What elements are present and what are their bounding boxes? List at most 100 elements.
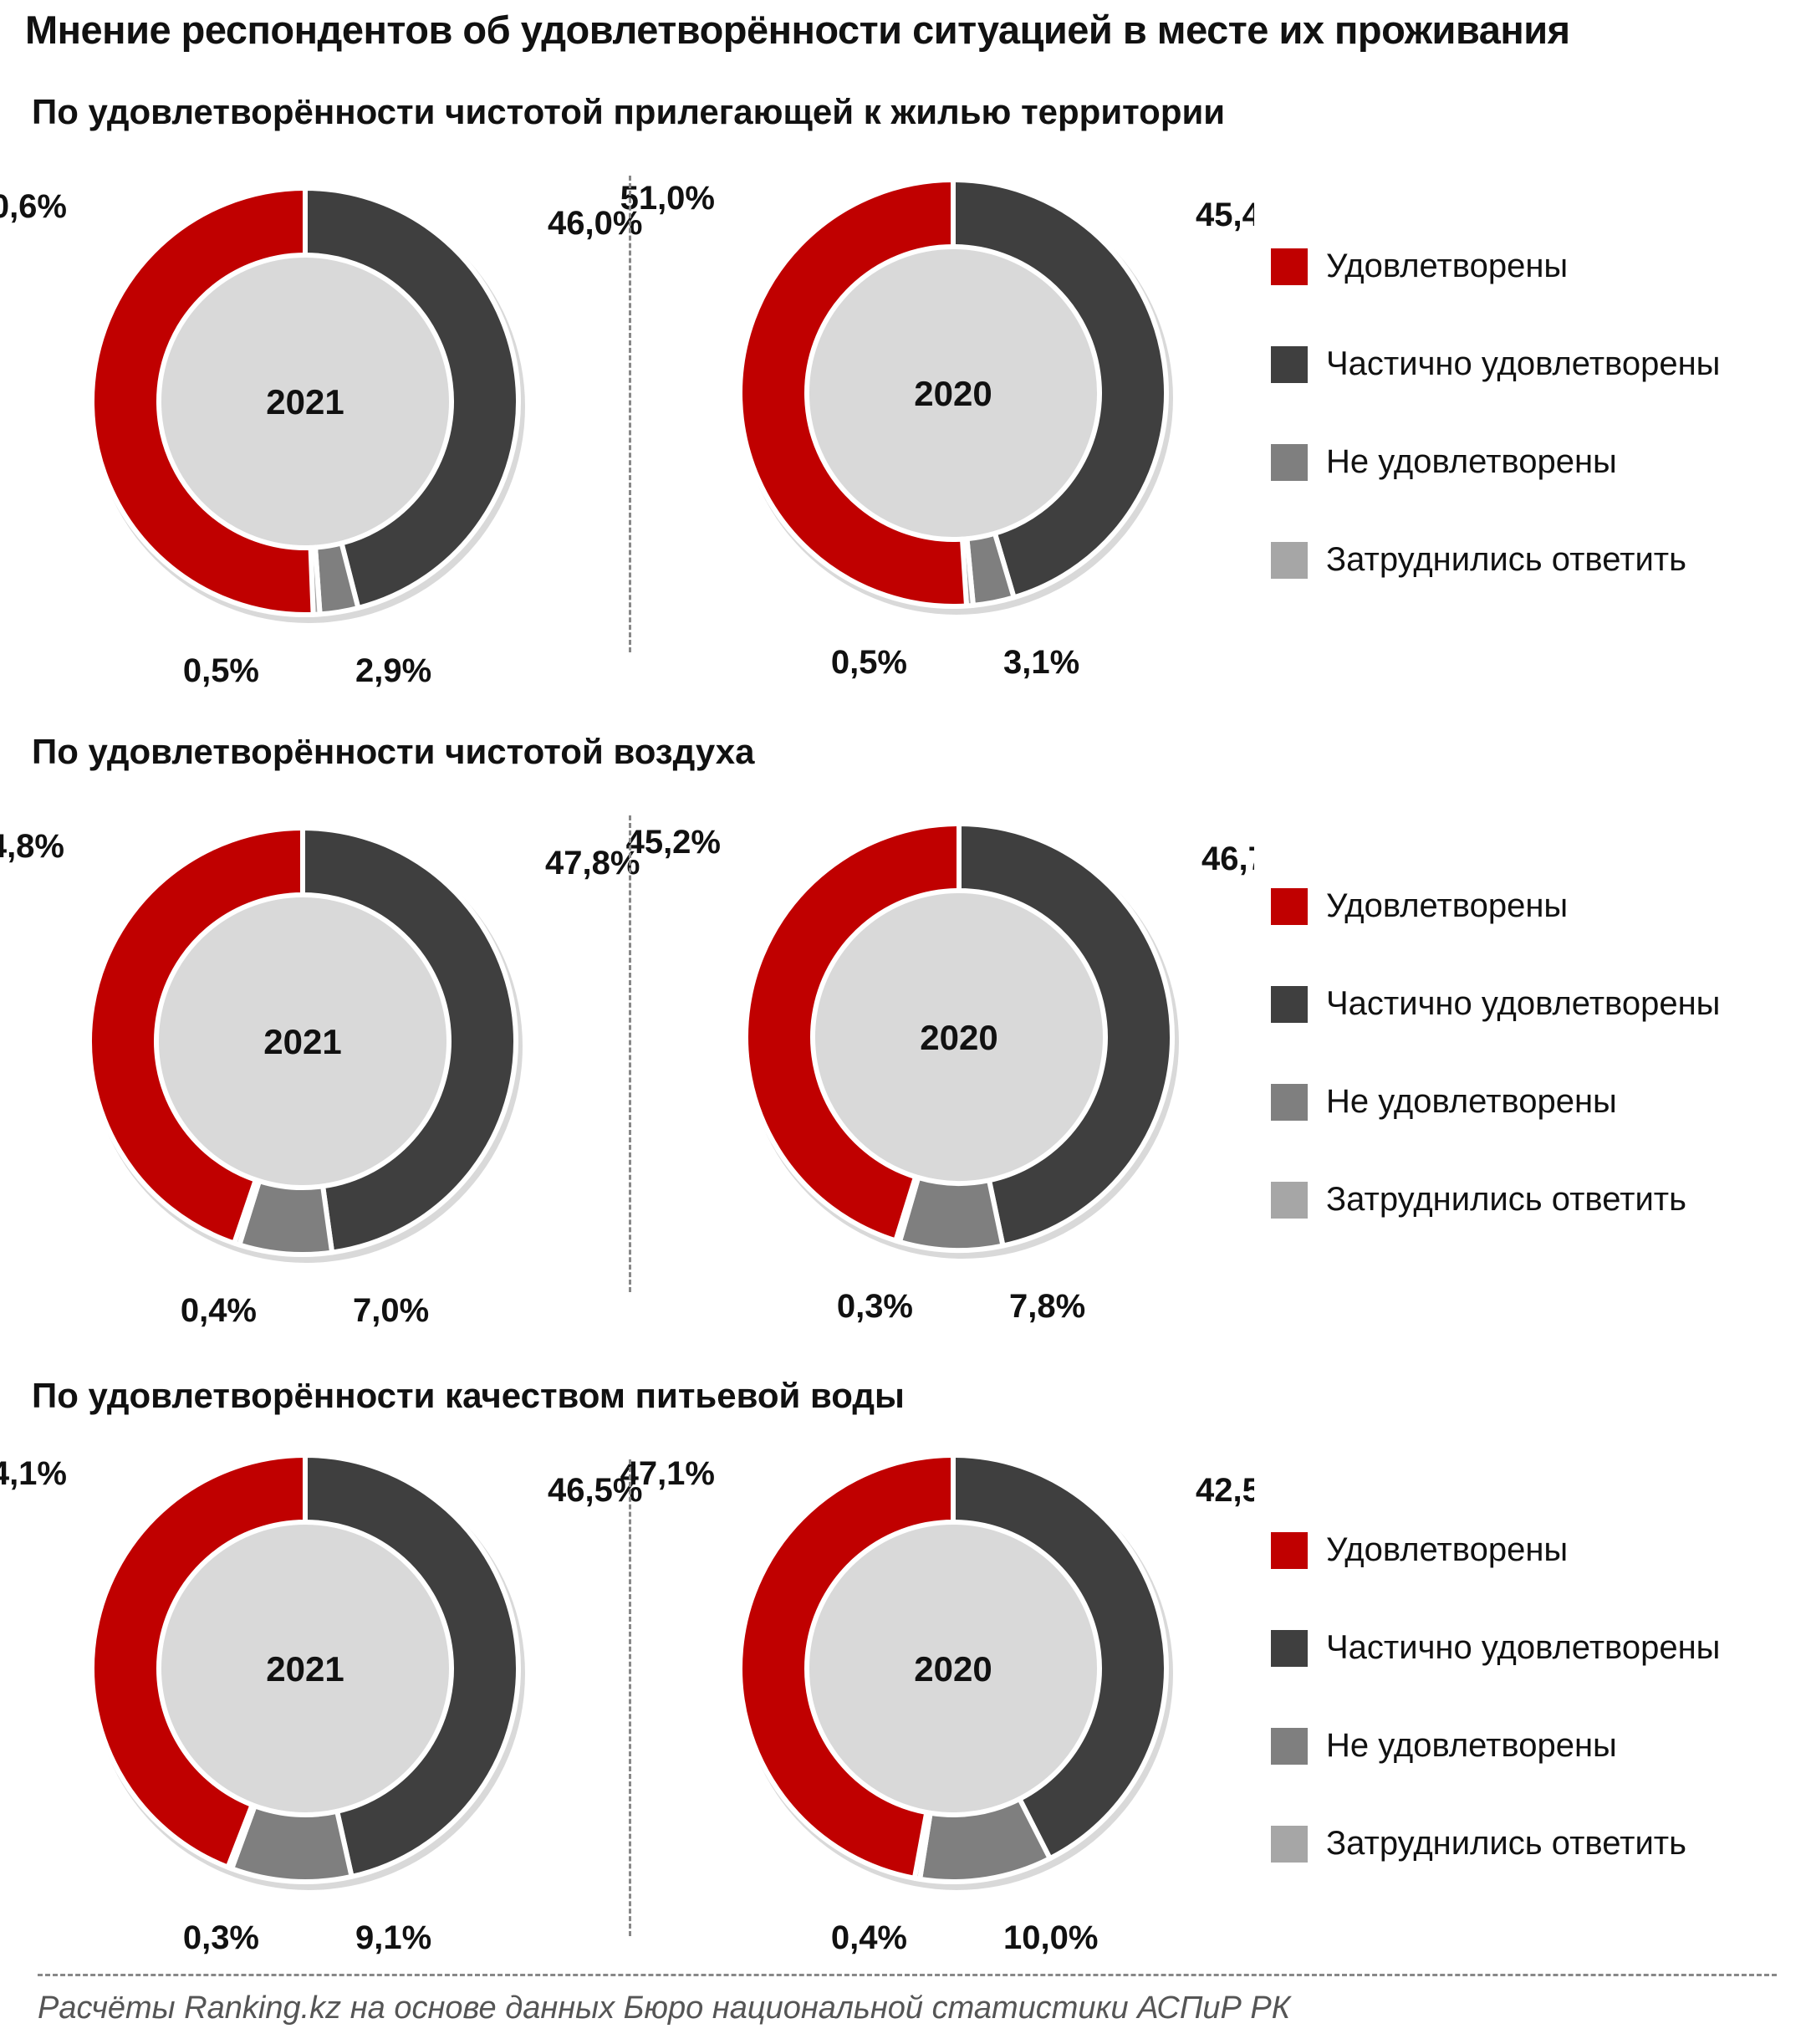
label-partially: 42,5% [1196,1472,1254,1509]
section-title: По удовлетворённости чистотой прилегающе… [32,92,1226,131]
legend-item-partially: Частично удовлетворены [1271,1599,1720,1697]
legend-swatch [1271,1083,1308,1121]
legend-swatch [1271,1727,1308,1765]
legend-label: Частично удовлетворены [1326,985,1721,1022]
label-hard-to-say: 0,5% [831,644,907,681]
source-note: Расчёты Ranking.kz на основе данных Бюро… [38,1990,1291,2026]
label-partially: 47,8% [545,845,640,881]
legend-swatch [1271,345,1308,383]
label-not-satisfied: 7,0% [353,1292,429,1329]
label-hard-to-say: 0,3% [183,1919,259,1956]
legend-label: Частично удовлетворены [1326,1629,1721,1666]
center-year-label: 2020 [914,1649,992,1689]
legend-label: Затруднились ответить [1326,541,1686,578]
label-satisfied: 47,1% [620,1455,715,1492]
center-year-label: 2021 [266,382,344,422]
label-satisfied: 44,1% [0,1455,67,1492]
legend: Удовлетворены Частично удовлетворены Не … [1271,857,1720,1249]
slice-partially [303,186,521,611]
slice-satisfied [737,177,970,609]
legend-label: Удовлетворены [1326,248,1569,284]
donut-2020-territory: 2020 51,0% 45,4% 3,1% 0,5% [620,177,1254,681]
donut-charts-air: 2021 44,8% 47,8% 7,0% 0,4% 2020 45,2% 46,7% 7,8… [0,821,1254,1329]
section-territory: По удовлетворённости чистотой прилегающе… [0,92,1806,736]
slice-partially [300,825,518,1255]
legend-label: Не удовлетворены [1326,443,1617,480]
legend-swatch [1271,985,1308,1023]
slice-satisfied [87,825,305,1246]
legend-label: Не удовлетворены [1326,1727,1617,1764]
legend: Удовлетворены Частично удовлетворены Не … [1271,217,1720,609]
legend-item-not-satisfied: Не удовлетворены [1271,1697,1720,1795]
legend-item-satisfied: Удовлетворены [1271,217,1720,315]
legend-swatch [1271,1181,1308,1219]
legend-swatch [1271,1629,1308,1667]
center-year-label: 2020 [914,374,992,413]
legend-label: Удовлетворены [1326,1531,1569,1568]
label-not-satisfied: 2,9% [355,652,431,689]
legend-swatch [1271,1531,1308,1569]
slice-partially [957,821,1175,1249]
legend-item-hard-to-say: Затруднились ответить [1271,1795,1720,1893]
divider [629,815,631,1292]
legend-label: Удовлетворены [1326,887,1569,924]
legend-item-satisfied: Удовлетворены [1271,857,1720,955]
page-title: Мнение респондентов об удовлетворённости… [25,8,1570,52]
slice-partially [951,1453,1169,1862]
label-partially: 46,5% [548,1472,642,1509]
donut-charts-water: 2021 44,1% 46,5% 9,1% 0,3% 2020 47,1% 42,5% 10,… [0,1453,1254,1956]
label-partially: 46,0% [548,205,642,242]
slice-satisfied [89,186,316,617]
donut-charts-territory: 2021 50,6% 46,0% 2,9% 0,5% 2020 51,0% 45,4% 3,1… [0,177,1254,689]
center-year-label: 2021 [266,1649,344,1689]
donut-2021-territory: 2021 50,6% 46,0% 2,9% 0,5% [0,186,642,689]
section-title: По удовлетворённости чистотой воздуха [32,732,755,771]
legend-item-not-satisfied: Не удовлетворены [1271,413,1720,511]
label-hard-to-say: 0,4% [831,1919,907,1956]
slice-partially [951,177,1169,600]
section-title: По удовлетворённости качеством питьевой … [32,1376,905,1415]
legend-label: Затруднились ответить [1326,1181,1686,1218]
label-hard-to-say: 0,5% [183,652,259,689]
legend-item-hard-to-say: Затруднились ответить [1271,511,1720,609]
label-hard-to-say: 0,4% [181,1292,257,1329]
divider [629,176,631,652]
center-year-label: 2020 [920,1018,997,1057]
legend-swatch [1271,443,1308,481]
legend-item-hard-to-say: Затруднились ответить [1271,1151,1720,1249]
donut-2021-air: 2021 44,8% 47,8% 7,0% 0,4% [0,825,640,1329]
label-partially: 45,4% [1196,197,1254,233]
label-hard-to-say: 0,3% [837,1288,913,1325]
donut-2020-water: 2020 47,1% 42,5% 10,0% 0,4% [620,1453,1254,1956]
legend-label: Затруднились ответить [1326,1825,1686,1862]
legend-item-not-satisfied: Не удовлетворены [1271,1053,1720,1151]
legend-swatch [1271,541,1308,579]
legend-item-partially: Частично удовлетворены [1271,955,1720,1053]
legend-label: Не удовлетворены [1326,1083,1617,1120]
slice-satisfied [89,1453,308,1870]
label-not-satisfied: 3,1% [1003,644,1079,681]
label-not-satisfied: 9,1% [355,1919,431,1956]
legend-item-partially: Частично удовлетворены [1271,315,1720,413]
legend-swatch [1271,887,1308,925]
center-year-label: 2021 [263,1022,341,1061]
label-partially: 46,7% [1201,841,1254,877]
footer-divider [38,1974,1777,1976]
label-satisfied: 51,0% [620,180,715,217]
donut-2020-air: 2020 45,2% 46,7% 7,8% 0,3% [626,821,1254,1325]
label-satisfied: 44,8% [0,828,64,865]
section-air: По удовлетворённости чистотой воздуха 20… [0,732,1806,1376]
label-not-satisfied: 10,0% [1003,1919,1098,1956]
slice-satisfied [737,1453,956,1881]
slice-partially [303,1453,521,1879]
legend: Удовлетворены Частично удовлетворены Не … [1271,1501,1720,1893]
donut-2021-water: 2021 44,1% 46,5% 9,1% 0,3% [0,1453,642,1956]
legend-label: Частично удовлетворены [1326,345,1721,382]
label-not-satisfied: 7,8% [1009,1288,1085,1325]
slice-satisfied [743,821,962,1244]
legend-swatch [1271,1825,1308,1863]
section-water: По удовлетворённости качеством питьевой … [0,1376,1806,2020]
legend-item-satisfied: Удовлетворены [1271,1501,1720,1599]
label-satisfied: 50,6% [0,188,67,225]
divider [629,1459,631,1936]
